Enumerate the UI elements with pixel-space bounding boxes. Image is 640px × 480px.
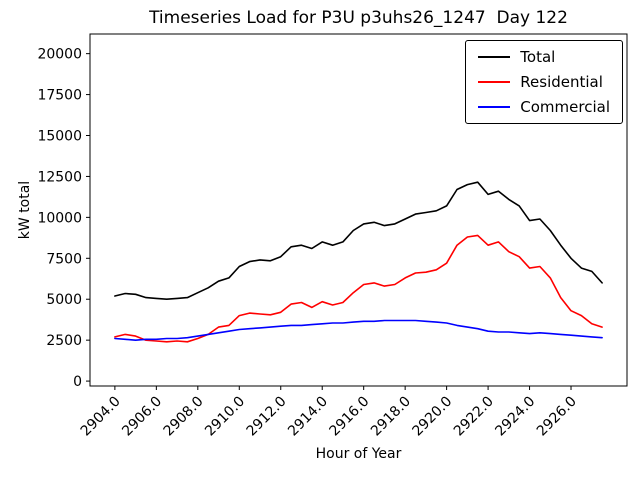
x-axis-label: Hour of Year [315, 446, 402, 462]
legend-line-swatch-commercial [478, 106, 511, 108]
legend-label-commercial: Commercial [520, 98, 610, 116]
chart-title: Timeseries Load for P3U p3uhs26_1247 Day… [149, 8, 568, 28]
legend-item-total: Total [478, 48, 610, 66]
svg-text:2906.0: 2906.0 [119, 394, 165, 440]
svg-text:2926.0: 2926.0 [534, 394, 580, 440]
legend-line-swatch-total [478, 56, 511, 58]
legend-item-residential: Residential [478, 73, 610, 91]
legend-label-total: Total [520, 48, 556, 66]
svg-text:2918.0: 2918.0 [368, 394, 414, 440]
svg-text:2908.0: 2908.0 [161, 394, 207, 440]
svg-text:17500: 17500 [37, 88, 82, 104]
svg-text:2924.0: 2924.0 [492, 394, 538, 440]
legend-item-commercial: Commercial [478, 98, 610, 116]
legend-label-residential: Residential [520, 73, 603, 91]
legend-line-swatch-residential [478, 81, 511, 83]
svg-text:2912.0: 2912.0 [244, 394, 290, 440]
svg-text:20000: 20000 [37, 47, 82, 63]
svg-text:2910.0: 2910.0 [202, 394, 248, 440]
svg-text:0: 0 [73, 374, 82, 390]
svg-text:2920.0: 2920.0 [409, 394, 455, 440]
svg-text:15000: 15000 [37, 129, 82, 145]
svg-text:2916.0: 2916.0 [327, 394, 373, 440]
legend: Total Residential Commercial [465, 40, 623, 124]
svg-text:5000: 5000 [46, 292, 82, 308]
svg-text:7500: 7500 [46, 251, 82, 267]
svg-text:10000: 10000 [37, 210, 82, 226]
svg-text:2914.0: 2914.0 [285, 394, 331, 440]
svg-text:12500: 12500 [37, 169, 82, 185]
svg-text:2904.0: 2904.0 [78, 394, 124, 440]
svg-text:2500: 2500 [46, 333, 82, 349]
svg-text:2922.0: 2922.0 [451, 394, 497, 440]
